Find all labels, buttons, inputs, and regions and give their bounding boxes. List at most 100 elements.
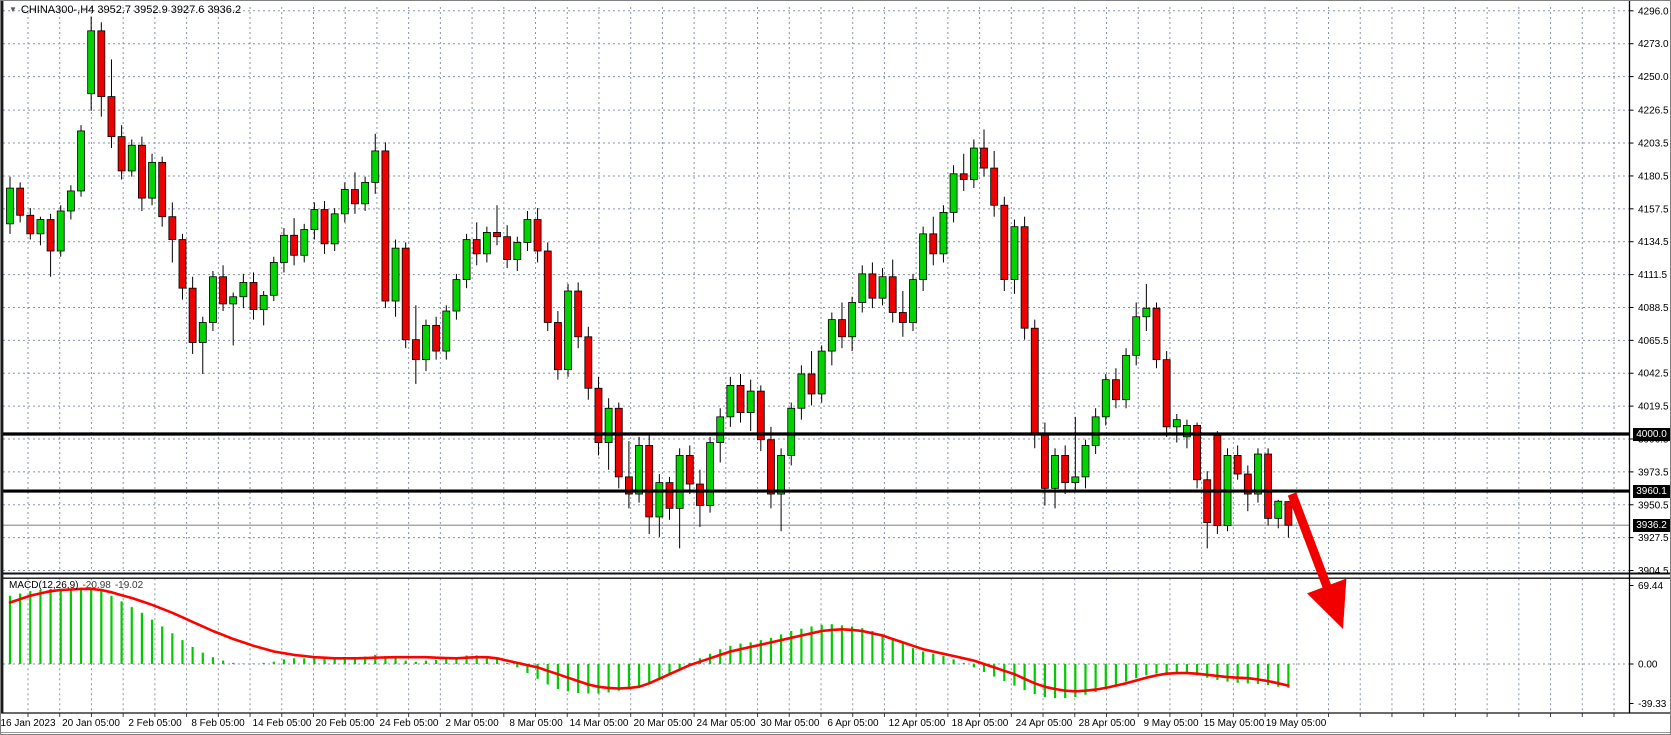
candle-body-bull [371,150,380,183]
time-axis-label: 18 Apr 05:00 [952,718,1009,729]
annotation-arrow-shaft[interactable] [1287,492,1334,596]
candle-body-bull [1122,354,1130,401]
price-axis-label: 4273.0 [1638,39,1669,50]
time-axis-label: 20 Feb 05:00 [316,718,375,729]
candle-body-bear [533,219,542,252]
candle-body-bear [594,387,603,443]
candle-body-bull [87,30,96,95]
macd-name: MACD(12,26,9) [9,580,79,591]
candle-body-bull [56,210,65,252]
candle-body-bear [990,167,999,206]
candle-body-bear [1061,455,1070,484]
candle-body-bear [351,189,359,205]
candle-body-bear [1213,435,1222,526]
time-axis-label: 8 Mar 05:00 [509,718,563,729]
price-tag-hline-3960: 3960.1 [1633,484,1670,498]
time-axis-label: 14 Mar 05:00 [570,718,629,729]
candle-body-bull [858,273,867,303]
candle-body-bear [838,319,846,338]
candle-body-bear [503,236,512,260]
candle-body-bull [310,209,319,230]
candle-body-bear [685,455,694,485]
price-axis-label: 4250.0 [1638,72,1669,83]
price-axis-label: 4111.5 [1638,270,1668,281]
time-axis-label: 9 May 05:00 [1143,718,1198,729]
candle-body-bear [543,250,552,323]
candle-body-bear [756,390,765,441]
price-axis-label: 4019.5 [1638,402,1669,413]
price-axis-label: 4226.5 [1638,106,1669,117]
candle-body-bear [767,439,775,495]
candle-body-bear [959,173,968,180]
candle-body-bull [209,276,217,323]
candle-body-bull [1172,419,1181,428]
candle-body-bull [848,302,857,338]
candle-body-bull [259,294,268,311]
candle-body-bear [1264,453,1273,519]
symbol-dropdown-icon[interactable]: ▼ [9,5,17,14]
candle-body-bear [168,216,177,240]
candle-body-bull [1142,307,1151,318]
candle-body-bull [523,219,532,243]
candle-body-bear [1162,359,1171,428]
candle-body-bear [1203,479,1212,524]
candle-body-bull [635,445,643,495]
candle-body-bull [797,373,806,409]
price-axis-label: 4134.5 [1638,237,1669,248]
candle-body-bull [777,455,785,495]
candle-body-bull [77,130,85,192]
candle-body-bear [574,290,583,338]
price-tag-current-price: 3936.2 [1633,518,1670,532]
candle-body-bear [1000,204,1009,280]
macd-axis-label: -39.33 [1638,699,1667,710]
candle-body-bull [949,173,958,213]
candle-body-bull [969,147,978,180]
chart-title-text: CHINA300-,H4 3952.7 3952.9 3927.6 3936.2 [20,4,242,16]
annotation-arrow-head[interactable] [1307,578,1347,630]
candle-body-bull [919,233,928,280]
macd-value-signal: -19.02 [114,580,144,591]
candle-body-bull [909,279,917,323]
candle-body-bear [219,276,227,305]
candle-body-bull [280,234,288,263]
candle-body-bull [1274,500,1283,519]
price-axis-label: 4180.5 [1638,171,1669,182]
candle-body-bear [553,322,562,371]
candle-body-bull [564,290,572,371]
time-axis-label: 24 Apr 05:00 [1016,718,1073,729]
candle-body-bear [381,150,390,302]
price-tag-hline-4000: 4000.0 [1633,427,1670,441]
candle-body-bull [361,181,370,205]
candle-body-bear [888,276,897,313]
candle-body-bear [1284,501,1293,526]
candle-body-bear [46,219,55,252]
price-axis-label: 3904.5 [1638,566,1669,577]
candle-body-bull [462,239,471,280]
time-axis-label: 6 Apr 05:00 [827,718,879,729]
candle-body-bear [1040,433,1049,489]
candle-body-bull [391,247,400,302]
macd-axis-label: 69.44 [1638,581,1663,592]
candle-body-bull [1254,453,1262,495]
candle-body-bull [127,144,136,172]
candle-body-bull [422,324,430,361]
price-axis-label: 4065.5 [1638,336,1669,347]
candle-body-bear [696,483,704,506]
candle-body-bull [340,189,349,215]
time-axis-label: 14 Feb 05:00 [253,718,312,729]
macd-value-main: -20.98 [82,580,111,591]
candle-body-bear [411,339,420,361]
candle-body-bull [726,384,735,418]
candle-body-bull [1101,379,1110,418]
candle-body-bull [939,211,948,255]
candle-body-bull [66,190,75,212]
candle-body-bull [878,276,887,299]
price-axis-label: 3973.5 [1638,467,1669,478]
candle-body-bull [36,219,45,235]
candle-body-bull [1081,445,1090,478]
candle-body-bear [1233,455,1242,475]
candle-body-bull [1051,455,1059,489]
